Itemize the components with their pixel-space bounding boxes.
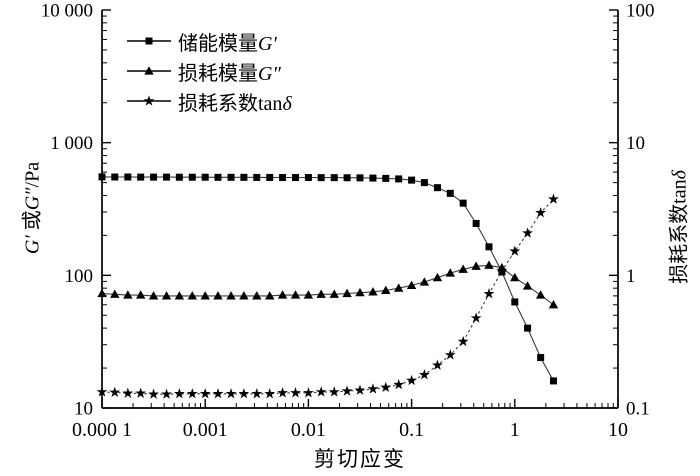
tick-label: 0.01: [291, 419, 326, 441]
square-marker-icon: [127, 34, 171, 48]
tick-label: 0.1: [626, 399, 650, 420]
triangle-marker-icon: [127, 64, 171, 78]
legend-label-loss-modulus: 损耗模量G″: [178, 62, 281, 85]
left-axis-title: G′ 或G″/Pa: [16, 162, 45, 254]
tick-label: 10 000: [41, 1, 93, 22]
tick-label: 1 000: [50, 133, 93, 154]
tick-label: 100: [626, 1, 655, 22]
tick-label: 0.000 1: [72, 419, 132, 441]
left-axis-title-or: 或: [21, 210, 44, 236]
tick-label: 0.001: [183, 419, 228, 441]
data-point-markers: [96, 193, 559, 399]
left-tick-labels: 10 100 1 000 10 000: [41, 1, 93, 420]
star-marker-icon: [127, 94, 171, 108]
tick-label: 10: [626, 133, 645, 154]
left-axis-title-g-prime: G′: [21, 235, 44, 255]
right-axis-title: 损耗系数tanδ: [663, 170, 692, 284]
series-storage-modulus: [98, 173, 557, 385]
triangle-sample: [127, 66, 171, 75]
tick-label: 10: [74, 399, 93, 420]
data-point-markers: [98, 173, 557, 385]
legend-item-loss-modulus: 损耗模量G″: [127, 56, 292, 86]
legend-label-loss-factor: 损耗系数tanδ: [178, 92, 292, 115]
tick-label: 100: [65, 266, 94, 287]
legend-item-loss-factor: 损耗系数tanδ: [127, 86, 292, 116]
chart-legend: 储能模量G′ 损耗模量G″ 损耗系数tanδ: [127, 26, 292, 116]
left-axis-title-unit: /Pa: [21, 161, 44, 188]
left-axis-title-g-dblprime: G″: [21, 187, 44, 211]
series-loss-factor: [96, 193, 559, 399]
axis-ticks: [101, 9, 619, 409]
x-tick-labels: 0.000 1 0.001 0.01 0.1 1 10: [72, 419, 628, 441]
series-loss-modulus: [97, 260, 559, 309]
right-axis-title-delta: δ: [668, 170, 691, 180]
tick-label: 0.1: [399, 419, 424, 441]
right-tick-labels: 0.1 1 10 100: [626, 1, 655, 420]
axes-spines: [101, 10, 619, 409]
right-axis-title-tan: tan: [668, 179, 691, 204]
legend-label-storage-modulus: 储能模量G′: [178, 32, 277, 55]
right-axis-title-cjk: 损耗系数: [668, 203, 691, 284]
square-sample: [127, 37, 171, 45]
star-sample: [127, 95, 171, 106]
tick-label: 1: [626, 266, 636, 287]
tick-label: 1: [510, 419, 520, 441]
tick-label: 10: [608, 419, 628, 441]
legend-item-storage-modulus: 储能模量G′: [127, 26, 292, 56]
x-axis-title: 剪切应变: [314, 447, 406, 471]
data-point-markers: [97, 260, 559, 309]
